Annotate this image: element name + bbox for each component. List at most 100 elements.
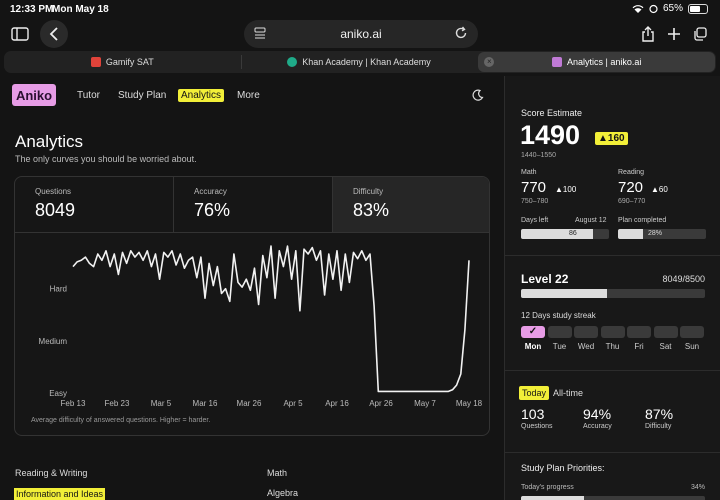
stat-value: 83% <box>353 200 390 220</box>
tab-label: Khan Academy | Khan Academy <box>302 57 431 67</box>
streak-day-box <box>653 326 678 338</box>
streak-day-box <box>627 326 651 338</box>
aniko-favicon-icon <box>551 57 562 67</box>
math-score: 770 <box>521 179 547 196</box>
today-questions-label: Questions <box>521 423 553 430</box>
share-icon <box>642 26 654 42</box>
gamify-favicon-icon <box>90 57 101 67</box>
streak-day-box: ✓ <box>521 326 545 338</box>
status-bar: 12:33 PM Mon May 18 65% <box>0 0 720 18</box>
math-delta: ▲100 <box>555 185 577 194</box>
stat-questions[interactable]: Questions 8049 <box>15 177 174 232</box>
level-progress-bar <box>521 289 705 298</box>
score-range: 1440–1550 <box>521 152 557 159</box>
difficulty-series-line <box>72 245 470 393</box>
nav-analytics[interactable]: Analytics <box>178 89 225 102</box>
todays-progress-value: 34% <box>690 484 705 491</box>
x-tick-label: Mar 26 <box>237 399 262 408</box>
today-questions-value: 103 <box>521 406 545 422</box>
x-tick-label: May 7 <box>414 399 436 408</box>
moon-icon[interactable] <box>472 89 484 101</box>
tab-gamify-sat[interactable]: Gamify SAT <box>4 51 241 73</box>
streak-day-label: Wed <box>577 342 595 351</box>
information-ideas-link[interactable]: Information and Ideas <box>14 488 106 500</box>
plus-icon <box>668 28 680 40</box>
reading-score: 720 <box>618 179 644 196</box>
share-button[interactable] <box>636 22 660 46</box>
tab-analytics[interactable]: × Analytics | aniko.ai <box>478 52 716 72</box>
level-xp: 8049/8500 <box>662 274 705 284</box>
reload-icon[interactable] <box>454 26 468 40</box>
x-tick-label: Apr 16 <box>325 399 349 408</box>
x-tick-label: May 18 <box>456 399 483 408</box>
stats-row: Questions 8049 Accuracy 76% Difficulty 8… <box>15 177 489 233</box>
sidebar-toggle-button[interactable] <box>8 22 32 46</box>
todays-progress-bar <box>521 496 705 500</box>
chevron-left-icon <box>49 27 58 41</box>
today-accuracy-value: 94% <box>583 406 612 422</box>
nav-study-plan[interactable]: Study Plan <box>118 90 167 101</box>
today-accuracy-label: Accuracy <box>583 423 612 430</box>
plan-completed-label: Plan completed <box>618 217 667 224</box>
sidebar-icon <box>11 27 29 41</box>
stat-value: 76% <box>194 200 231 220</box>
browser-toolbar: aniko.ai <box>0 18 720 50</box>
streak-label: 12 Days study streak <box>521 311 596 320</box>
status-date: Mon May 18 <box>52 4 109 15</box>
today-toggle[interactable]: Today <box>519 386 550 400</box>
streak-day-label: Fri <box>634 342 644 351</box>
streak-day-box <box>600 326 625 338</box>
new-tab-button[interactable] <box>662 22 686 46</box>
chart-caption: Average difficulty of answered questions… <box>31 417 211 424</box>
x-tick-label: Mar 16 <box>193 399 218 408</box>
days-left-value: 86 <box>569 230 577 237</box>
plan-completed-bar: 28% <box>618 229 706 239</box>
y-tick-label: Hard <box>50 285 67 294</box>
url-bar[interactable]: aniko.ai <box>244 20 478 48</box>
streak-day-label: Mon <box>524 342 542 351</box>
status-icons: 65% <box>632 3 708 14</box>
reading-delta: ▲60 <box>651 185 668 194</box>
tab-khan-academy[interactable]: Khan Academy | Khan Academy <box>240 51 478 73</box>
y-tick-label: Medium <box>39 337 68 346</box>
tabs-overview-button[interactable] <box>688 22 712 46</box>
math-heading: Math <box>267 468 288 478</box>
back-button[interactable] <box>40 20 68 48</box>
location-icon <box>649 4 658 13</box>
algebra-link[interactable]: Algebra <box>267 488 299 498</box>
x-tick-label: Mar 5 <box>151 399 172 408</box>
page-title: Analytics <box>15 132 84 151</box>
priorities-title: Study Plan Priorities: <box>521 463 605 473</box>
all-time-toggle[interactable]: All-time <box>553 388 584 398</box>
days-left-bar: 86 <box>521 229 609 239</box>
battery-percent: 65% <box>662 3 683 14</box>
nav-more[interactable]: More <box>237 90 260 101</box>
stat-label: Difficulty <box>353 187 384 196</box>
period-stats-block: Today All-time 103 Questions 94% Accurac… <box>505 371 720 453</box>
tab-label: Gamify SAT <box>105 57 154 67</box>
todays-progress-label: Today's progress <box>521 484 574 491</box>
today-difficulty-value: 87% <box>645 406 674 422</box>
stat-accuracy[interactable]: Accuracy 76% <box>174 177 333 232</box>
math-range: 750–780 <box>521 198 549 205</box>
reading-range: 690–770 <box>618 198 646 205</box>
streak-day-box <box>574 326 598 338</box>
url-text: aniko.ai <box>340 27 382 41</box>
nav-tutor[interactable]: Tutor <box>77 90 100 101</box>
streak-day-box <box>680 326 704 338</box>
aniko-logo[interactable]: Aniko <box>12 84 56 106</box>
x-tick-label: Feb 23 <box>105 399 130 408</box>
stat-difficulty[interactable]: Difficulty 83% <box>333 177 489 232</box>
khan-favicon-icon <box>287 57 298 67</box>
page-subtitle: The only curves you should be worried ab… <box>15 154 197 164</box>
score-delta-badge: ▲160 <box>595 132 628 145</box>
close-icon[interactable]: × <box>484 57 495 67</box>
tab-label: Analytics | aniko.ai <box>566 57 642 67</box>
reading-label: Reading <box>618 169 645 176</box>
status-time: 12:33 PM <box>10 4 54 15</box>
today-difficulty-label: Difficulty <box>645 423 672 430</box>
priorities-block: Study Plan Priorities: Today's progress … <box>505 453 720 500</box>
streak-day-label: Sat <box>659 342 672 351</box>
x-tick-label: Apr 5 <box>283 399 303 408</box>
